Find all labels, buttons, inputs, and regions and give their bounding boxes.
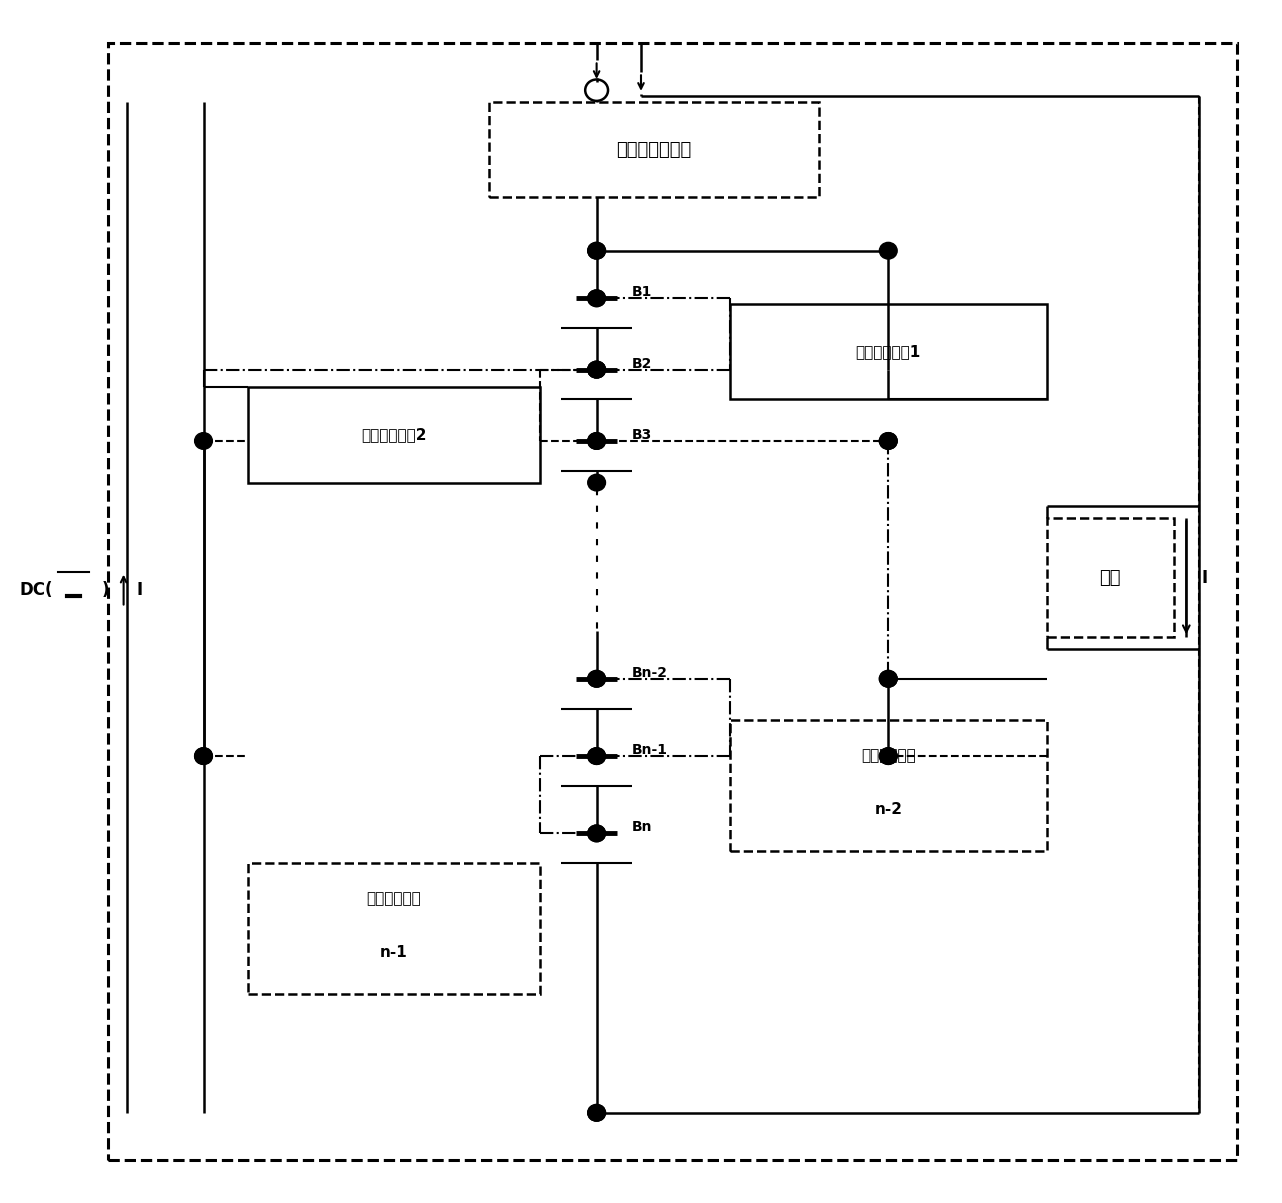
Circle shape <box>195 748 213 764</box>
Text: 无损均衡模块: 无损均衡模块 <box>367 891 420 906</box>
Circle shape <box>587 748 605 764</box>
Text: ): ) <box>103 581 109 599</box>
Circle shape <box>879 670 897 687</box>
Circle shape <box>587 290 605 307</box>
Circle shape <box>879 242 897 259</box>
Circle shape <box>587 748 605 764</box>
Circle shape <box>587 825 605 842</box>
Circle shape <box>587 1104 605 1121</box>
Circle shape <box>195 433 213 449</box>
Text: 霍尔电流传感器: 霍尔电流传感器 <box>617 141 691 159</box>
Text: 负载: 负载 <box>1100 569 1120 587</box>
Text: 无损均衡模块1: 无损均衡模块1 <box>855 344 920 360</box>
Circle shape <box>587 361 605 378</box>
Text: Bn-2: Bn-2 <box>632 665 668 680</box>
Text: n-1: n-1 <box>379 944 408 960</box>
Circle shape <box>587 670 605 687</box>
Text: 无损均衡模块2: 无损均衡模块2 <box>362 427 427 443</box>
Circle shape <box>879 433 897 449</box>
Circle shape <box>587 242 605 259</box>
Text: B3: B3 <box>632 428 653 442</box>
Circle shape <box>587 361 605 378</box>
Circle shape <box>879 748 897 764</box>
Text: 无损均衡模块: 无损均衡模块 <box>862 748 915 764</box>
Circle shape <box>587 242 605 259</box>
Circle shape <box>587 361 605 378</box>
Circle shape <box>879 433 897 449</box>
Text: Bn-1: Bn-1 <box>632 743 668 757</box>
Text: I: I <box>136 581 142 599</box>
Circle shape <box>587 433 605 449</box>
Circle shape <box>587 290 605 307</box>
Text: B2: B2 <box>632 356 653 371</box>
Circle shape <box>195 748 213 764</box>
Circle shape <box>879 670 897 687</box>
Circle shape <box>587 1104 605 1121</box>
Circle shape <box>587 433 605 449</box>
Circle shape <box>587 825 605 842</box>
Circle shape <box>879 748 897 764</box>
Text: n-2: n-2 <box>874 802 903 817</box>
Text: I: I <box>1201 569 1208 587</box>
Circle shape <box>587 474 605 491</box>
Text: B1: B1 <box>632 285 653 300</box>
Text: Bn: Bn <box>632 820 653 835</box>
Circle shape <box>587 670 605 687</box>
Text: DC(: DC( <box>19 581 53 599</box>
